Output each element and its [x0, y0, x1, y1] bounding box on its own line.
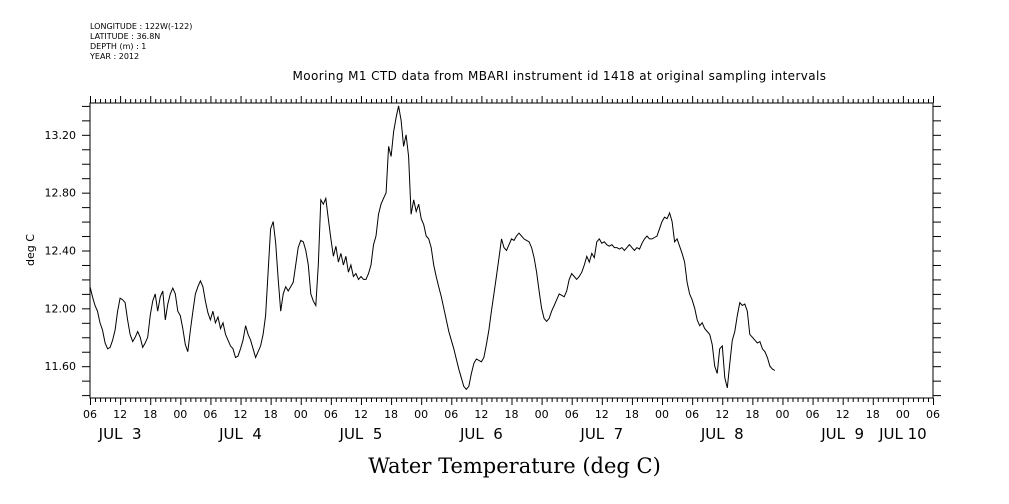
- y-tick-label: 11.60: [45, 360, 77, 373]
- x-hour-label: 12: [354, 408, 368, 421]
- x-hour-label: 18: [625, 408, 639, 421]
- series-line-temperature: [89, 105, 776, 391]
- x-day-label: JUL 8: [700, 425, 744, 443]
- x-day-label: JUL 5: [339, 425, 383, 443]
- plot-axes: [89, 102, 934, 399]
- metadata-block: LONGITUDE : 122W(-122) LATITUDE : 36.8N …: [90, 22, 192, 62]
- x-hour-label: 00: [535, 408, 549, 421]
- x-axis-day-labels: JUL 3 JUL 4 JUL 5 JUL 6 JUL 7 JUL 8 JUL 9 JUL 1…: [98, 425, 927, 443]
- y-tick-label: 13.20: [45, 129, 77, 142]
- x-axis-title: Water Temperature (deg C): [368, 454, 661, 478]
- x-hour-label: 06: [565, 408, 579, 421]
- plot-frame: [89, 102, 934, 399]
- x-axis-ticks: [90, 96, 934, 405]
- x-hour-label: 06: [83, 408, 97, 421]
- meta-year: YEAR : 2012: [90, 52, 140, 61]
- x-hour-label: 06: [806, 408, 820, 421]
- x-hour-label: 12: [836, 408, 850, 421]
- x-hour-label: 18: [264, 408, 278, 421]
- x-hour-label: 18: [866, 408, 880, 421]
- x-hour-label: 00: [414, 408, 428, 421]
- meta-depth: DEPTH (m) : 1: [90, 42, 147, 51]
- x-day-label: JUL 9: [820, 425, 864, 443]
- x-hour-label: 18: [745, 408, 759, 421]
- chart-title: Mooring M1 CTD data from MBARI instrumen…: [292, 69, 827, 83]
- y-tick-label: 12.40: [45, 245, 77, 258]
- y-tick-label: 12.80: [45, 187, 77, 200]
- x-hour-label: 00: [896, 408, 910, 421]
- y-axis-ticks: [82, 105, 941, 397]
- x-day-label: JUL 6: [459, 425, 503, 443]
- x-hour-label: 00: [294, 408, 308, 421]
- x-hour-label: 12: [595, 408, 609, 421]
- x-day-label: JUL 10: [878, 425, 927, 443]
- x-hour-label: 18: [143, 408, 157, 421]
- x-hour-label: 06: [324, 408, 338, 421]
- meta-longitude: LONGITUDE : 122W(-122): [90, 22, 193, 31]
- x-hour-label: 12: [474, 408, 488, 421]
- x-day-label: JUL 7: [579, 425, 623, 443]
- x-hour-label: 06: [685, 408, 699, 421]
- x-hour-label: 18: [384, 408, 398, 421]
- x-hour-label: 06: [444, 408, 458, 421]
- y-axis-label: deg C: [24, 234, 37, 266]
- x-hour-label: 12: [113, 408, 127, 421]
- x-hour-label: 18: [505, 408, 519, 421]
- x-hour-label: 00: [775, 408, 789, 421]
- x-hour-label: 12: [715, 408, 729, 421]
- x-hour-label: 00: [173, 408, 187, 421]
- x-hour-label: 06: [926, 408, 940, 421]
- x-day-label: JUL 3: [98, 425, 142, 443]
- meta-latitude: LATITUDE : 36.8N: [90, 32, 161, 41]
- y-tick-label: 12.00: [45, 302, 77, 315]
- y-axis-tick-labels: 11.60 12.00 12.40 12.80 13.20: [45, 129, 77, 373]
- x-hour-label: 12: [234, 408, 248, 421]
- x-hour-label: 00: [655, 408, 669, 421]
- x-day-label: JUL 4: [218, 425, 262, 443]
- x-hour-label: 06: [203, 408, 217, 421]
- x-axis-hour-labels: 06 12 18 00 06 12 18 00 06 12 18 00 06 12 18 00 06 12 18 00…: [83, 408, 940, 421]
